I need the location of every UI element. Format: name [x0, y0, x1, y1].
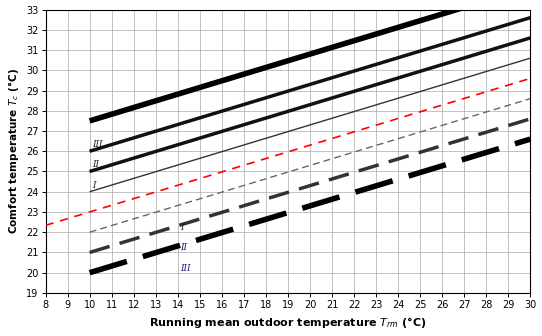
Text: II: II — [92, 161, 99, 169]
Y-axis label: Comfort temperature $\mathit{T_c}$ (°C): Comfort temperature $\mathit{T_c}$ (°C) — [5, 68, 21, 234]
Text: III: III — [180, 264, 190, 273]
Text: I: I — [92, 181, 95, 190]
Text: III: III — [92, 140, 102, 149]
X-axis label: Running mean outdoor temperature $\mathit{T_{rm}}$ (°C): Running mean outdoor temperature $\mathi… — [149, 316, 427, 330]
Text: II: II — [180, 244, 187, 252]
Text: I: I — [180, 223, 184, 232]
